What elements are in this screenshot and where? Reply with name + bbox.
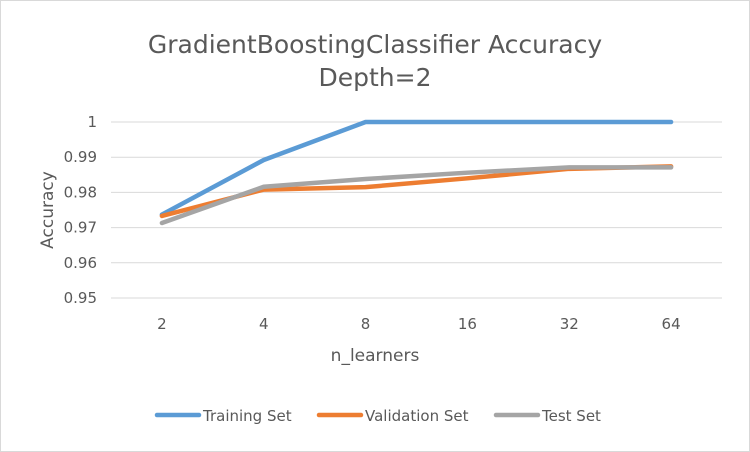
y-axis-label: Accuracy: [38, 171, 58, 249]
y-tick-label: 0.99: [64, 148, 97, 166]
series-line-training-set: [159, 119, 674, 217]
legend: Training Set Validation Set Test Set: [154, 407, 601, 425]
chart-title-line-1: GradientBoostingClassifier Accuracy: [148, 30, 602, 59]
x-axis-label: n_learners: [331, 346, 420, 366]
x-tick-label: 4: [259, 315, 269, 333]
x-tick-label: 2: [157, 315, 167, 333]
series-lines: [159, 119, 674, 226]
y-tick-label: 0.98: [64, 183, 97, 201]
chart-title: GradientBoostingClassifier Accuracy Dept…: [148, 30, 602, 92]
y-tick-label: 0.96: [64, 254, 97, 272]
x-axis-ticks: 2 4 8 16 32 64: [157, 315, 680, 333]
y-axis-ticks: 0.95 0.96 0.97 0.98 0.99 1: [64, 113, 97, 307]
legend-label-validation-set: Validation Set: [365, 407, 469, 425]
legend-label-training-set: Training Set: [202, 407, 292, 425]
x-tick-label: 16: [458, 315, 477, 333]
series-line-test-set: [159, 165, 674, 226]
chart-title-line-2: Depth=2: [318, 63, 431, 92]
x-tick-label: 64: [662, 315, 681, 333]
x-tick-label: 8: [361, 315, 371, 333]
y-tick-label: 0.95: [64, 289, 97, 307]
y-tick-label: 0.97: [64, 219, 97, 237]
y-tick-label: 1: [87, 113, 97, 131]
x-tick-label: 32: [560, 315, 579, 333]
legend-label-test-set: Test Set: [541, 407, 601, 425]
